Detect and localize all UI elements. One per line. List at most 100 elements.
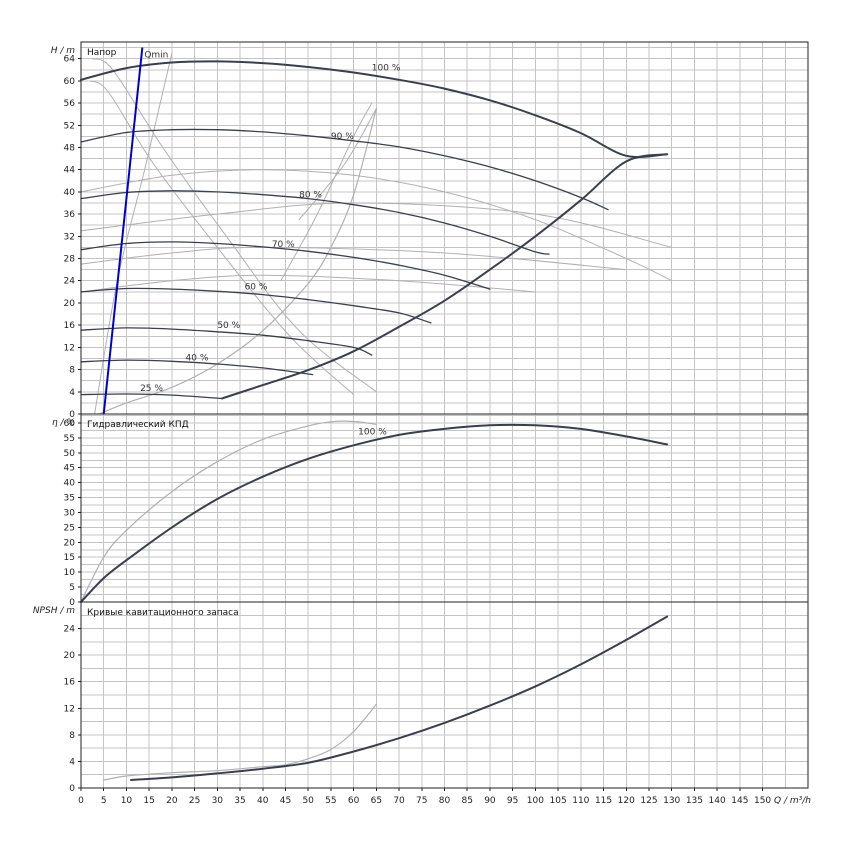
x-tick-label: 45 (280, 796, 291, 806)
x-axis-label: Q / m³/h (774, 796, 811, 806)
head-curve-label: 70 % (272, 240, 295, 250)
efficiency-isoline (91, 58, 377, 393)
curve-labels-layer: 100 % 90 % 80 % 70 % 60 % 50 % 40 % 25 % Qmin 100… (140, 51, 401, 438)
y-tick-label: 28 (64, 255, 76, 265)
x-tick-label: 5 (101, 796, 107, 806)
x-tick-label: 95 (507, 796, 518, 806)
y-tick-label: 16 (64, 321, 76, 331)
head-curve-25-percent (80, 393, 223, 400)
x-tick-label: 130 (663, 796, 680, 806)
y-tick-label: 0 (69, 598, 75, 608)
y-tick-label: 12 (64, 704, 75, 714)
head-curve-80-percent (80, 190, 550, 255)
x-tick-label: 150 (754, 796, 771, 806)
x-tick-label: 25 (189, 796, 200, 806)
x-tick-label: 10 (121, 796, 133, 806)
efficiency-isoline (94, 52, 173, 415)
grid-layer (81, 42, 808, 788)
x-tick-label: 145 (731, 796, 748, 806)
y-tick-label: 30 (64, 508, 76, 518)
x-tick-label: 50 (302, 796, 314, 806)
x-tick-label: 65 (371, 796, 382, 806)
head-curve-label: 90 % (331, 132, 354, 142)
head-curve-label: 100 % (372, 64, 401, 74)
efficiency-curve (80, 423, 669, 603)
light-curves-layer (80, 52, 673, 781)
npsh-curve (130, 615, 669, 781)
x-tick-label: 90 (484, 796, 496, 806)
x-tick-label: 60 (348, 796, 360, 806)
x-tick-label: 120 (618, 796, 635, 806)
head-curve-50-percent (80, 327, 373, 356)
y-tick-label: 25 (64, 523, 75, 533)
y-axis-label: NPSH / m (33, 606, 75, 616)
y-tick-label: 4 (69, 757, 75, 767)
y-tick-label: 36 (64, 210, 76, 220)
x-tick-label: 85 (461, 796, 472, 806)
panel-title: Кривые кавитационного запаса (87, 608, 239, 618)
efficiency-isoline (80, 246, 627, 271)
efficiency-isoline (80, 169, 673, 282)
y-tick-label: 40 (64, 479, 76, 489)
y-tick-label: 10 (64, 568, 76, 578)
x-tick-label: 55 (325, 796, 336, 806)
y-tick-label: 50 (64, 449, 76, 459)
head-curve-100-percent (80, 60, 669, 159)
y-tick-label: 45 (64, 464, 75, 474)
y-tick-label: 20 (64, 538, 76, 548)
y-tick-label: 16 (64, 678, 76, 688)
y-tick-label: 32 (64, 232, 75, 242)
x-tick-label: 70 (393, 796, 405, 806)
y-tick-label: 24 (64, 625, 76, 635)
x-tick-label: 0 (78, 796, 84, 806)
y-tick-label: 8 (69, 731, 75, 741)
y-tick-label: 44 (64, 166, 76, 176)
y-tick-label: 15 (64, 553, 75, 563)
light-limit-curve (98, 108, 377, 415)
x-tick-label: 115 (595, 796, 612, 806)
x-tick-label: 140 (709, 796, 726, 806)
efficiency-isoline (80, 274, 536, 293)
x-tick-label: 80 (439, 796, 451, 806)
y-tick-label: 60 (64, 77, 76, 87)
x-tick-label: 110 (572, 796, 589, 806)
x-tick-label: 75 (416, 796, 427, 806)
efficiency-curve-light (80, 420, 377, 603)
efficiency-curve-label: 100 % (358, 427, 387, 437)
x-tick-label: 35 (234, 796, 245, 806)
x-tick-label: 125 (640, 796, 657, 806)
y-tick-label: 64 (64, 55, 76, 65)
x-tick-label: 15 (143, 796, 154, 806)
y-tick-label: 60 (64, 419, 76, 429)
head-curve-60-percent (80, 287, 432, 324)
qmin-line (102, 47, 144, 415)
y-tick-label: 40 (64, 188, 76, 198)
efficiency-isoline (298, 108, 377, 221)
qmin-label: Qmin (144, 51, 168, 61)
y-axis-label: η / % (52, 418, 75, 428)
x-tick-label: 105 (550, 796, 567, 806)
head-curve-40-percent (80, 359, 314, 376)
y-tick-label: 4 (69, 388, 75, 398)
efficiency-isoline (80, 202, 673, 248)
x-tick-label: 30 (212, 796, 224, 806)
head-curve-label: 40 % (186, 353, 209, 363)
operating-limit-curve (220, 153, 669, 400)
y-axis-label: H / m (51, 46, 76, 56)
head-curve-90-percent (80, 128, 609, 211)
y-tick-label: 55 (64, 434, 75, 444)
y-tick-label: 20 (64, 299, 76, 309)
panel-title: Напор (87, 48, 117, 58)
efficiency-isoline (89, 80, 355, 396)
head-curve-label: 50 % (217, 321, 240, 331)
x-tick-label: 135 (686, 796, 703, 806)
x-tick-label: 40 (257, 796, 269, 806)
y-tick-label: 12 (64, 343, 75, 353)
y-tick-label: 56 (64, 99, 76, 109)
head-curve-70-percent (80, 241, 491, 290)
head-curve-label: 25 % (140, 384, 163, 394)
y-tick-label: 0 (69, 784, 75, 794)
panel-title: Гидравлический КПД (87, 420, 189, 430)
y-tick-label: 8 (69, 366, 75, 376)
